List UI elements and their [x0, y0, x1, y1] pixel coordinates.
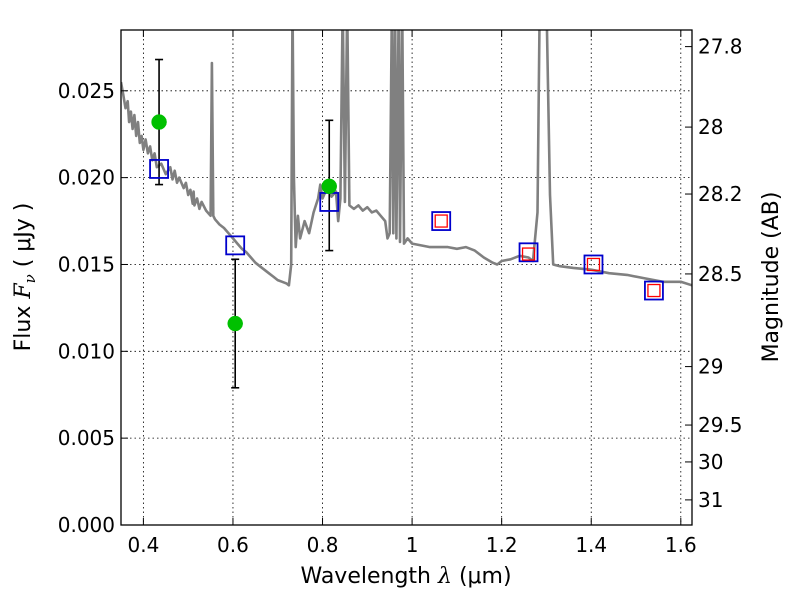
y-tick-label: 0.005	[58, 426, 115, 450]
x-tick-label: 1.4	[575, 533, 607, 557]
green-point-marker	[321, 178, 337, 195]
blue-square-marker	[225, 235, 246, 256]
x-tick-label: 1.2	[486, 533, 518, 557]
right-tick-label: 29	[698, 355, 723, 379]
x-tick-label: 0.8	[307, 533, 339, 557]
y-tick-label: 0.025	[58, 79, 115, 103]
spectrum-line	[121, 30, 692, 287]
blue-square-marker	[431, 211, 452, 231]
blue-square-marker	[149, 159, 169, 179]
y-axis-label-unit: ( μJy )	[11, 203, 36, 268]
right-tick-label: 28.5	[698, 262, 743, 286]
x-tick-label: 0.6	[217, 533, 249, 557]
x-axis-label-symbol: λ	[437, 564, 452, 589]
red-square-marker	[521, 247, 536, 261]
right-tick-label: 29.5	[698, 413, 743, 437]
x-tick-label: 1.6	[665, 533, 697, 557]
tick-layer: 0.4 0.6 0.8 1 1.2 1.4 1.6 0.000 0.005 0.010 0.015 0…	[58, 30, 743, 557]
y-tick-label: 0.015	[58, 252, 115, 276]
y-axis-label-text: Flux	[11, 306, 36, 352]
right-axis-label: Magnitude (AB)	[759, 192, 784, 363]
y-axis-label: Flux Fν ( μJy )	[11, 203, 39, 352]
x-tick-label: 0.4	[127, 533, 159, 557]
red-square-marker	[434, 214, 448, 228]
y-tick-label: 0.010	[58, 339, 115, 363]
x-tick-label: 1	[406, 533, 419, 557]
x-axis-label-unit: (μm)	[459, 564, 512, 589]
y-axis-label-symbol: F	[11, 283, 36, 300]
spectrum-layer	[121, 30, 692, 287]
plot-frame	[120, 29, 693, 526]
right-tick-label: 31	[698, 488, 723, 512]
right-tick-label: 30	[698, 450, 723, 474]
x-axis-label: Wavelength λ (μm)	[300, 564, 511, 589]
blue-square-marker	[583, 254, 604, 275]
y-axis-label-subscript: ν	[21, 274, 39, 283]
blue-square-marker	[644, 280, 664, 301]
red-square-marker	[586, 257, 601, 272]
x-axis-label-text: Wavelength	[300, 564, 431, 589]
y-tick-label: 0.000	[58, 513, 115, 537]
green-point-marker	[151, 114, 167, 130]
y-tick-label: 0.020	[58, 166, 115, 190]
blue-square-marker	[518, 242, 539, 263]
green-point-marker	[227, 315, 243, 332]
right-tick-label: 28	[698, 115, 723, 139]
right-tick-label: 27.8	[698, 35, 743, 59]
marker-layer	[149, 114, 664, 332]
right-tick-label: 28.2	[698, 182, 743, 206]
red-square-marker	[647, 283, 661, 298]
